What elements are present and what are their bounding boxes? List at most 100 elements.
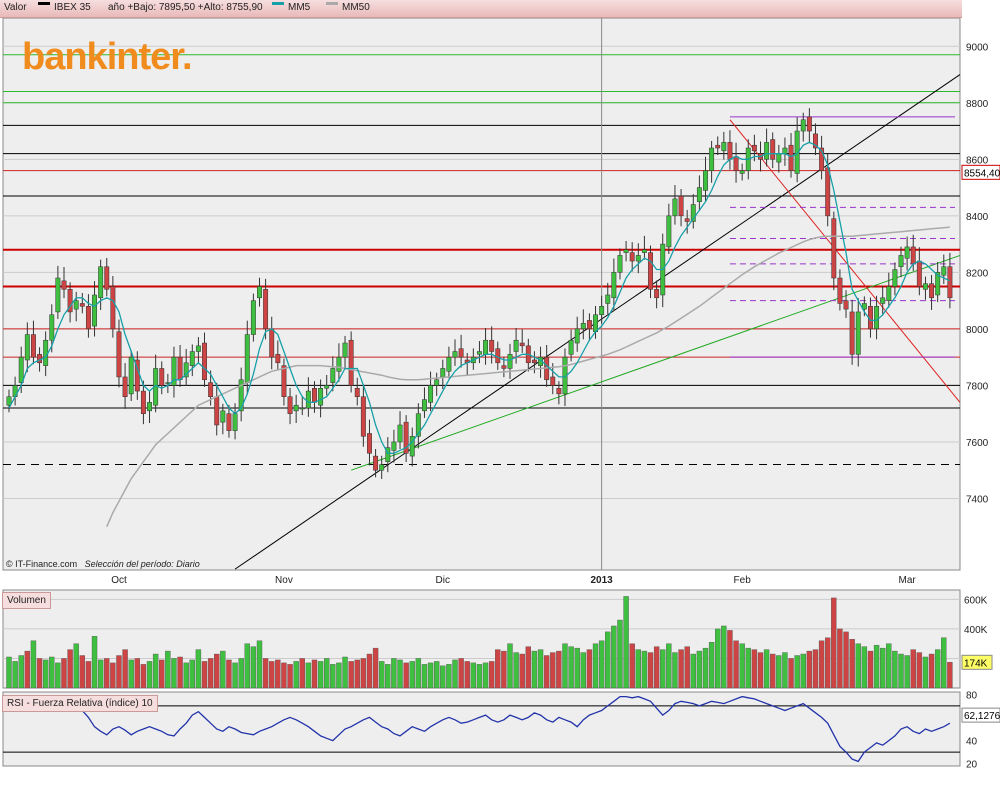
- rsi-tick-label: 20: [966, 760, 978, 771]
- volume-bar: [543, 655, 550, 689]
- volume-bar: [195, 649, 202, 689]
- volume-bar: [391, 658, 397, 689]
- candle-body: [892, 269, 898, 287]
- rsi-tick-label: 80: [966, 690, 978, 701]
- candle-body: [831, 218, 837, 279]
- candle-body: [67, 289, 73, 313]
- candle-body: [788, 144, 794, 171]
- candles-group: [6, 108, 953, 479]
- candle-body: [202, 342, 207, 381]
- volume-bar: [165, 650, 171, 689]
- ma5-line: [8, 141, 951, 454]
- candle-body: [79, 303, 85, 307]
- candle-body: [623, 249, 629, 253]
- candle-body: [440, 368, 446, 378]
- candle-body: [947, 266, 953, 299]
- candle-body: [189, 351, 195, 366]
- volume-bar: [171, 658, 177, 689]
- period-text: Selección del período: Diario: [84, 559, 200, 569]
- volume-bar: [592, 643, 599, 689]
- volume-bar: [898, 653, 904, 689]
- volume-bar: [293, 661, 299, 689]
- candle-body: [116, 331, 122, 378]
- volume-bar: [843, 631, 849, 689]
- bankinter-logo: bankinter.: [22, 36, 192, 78]
- candle-body: [568, 339, 574, 355]
- candle-body: [269, 328, 275, 358]
- volume-bar: [269, 661, 275, 689]
- candle-body: [305, 390, 311, 409]
- volume-bar: [336, 662, 342, 689]
- candle-body: [776, 153, 782, 163]
- candle-body: [177, 356, 183, 381]
- candle-body: [428, 385, 434, 403]
- candle-body: [92, 294, 97, 327]
- candle-body: [330, 368, 336, 383]
- candle-body: [923, 283, 928, 290]
- volume-bar: [855, 643, 861, 689]
- candle-body: [764, 142, 770, 160]
- candle-body: [617, 255, 623, 273]
- volume-bar: [214, 653, 220, 689]
- candle-body: [531, 359, 537, 364]
- chart-header: Valor IBEX 35 año +Bajo: 7895,50 +Alto: …: [0, 0, 962, 18]
- volume-bar: [495, 649, 501, 689]
- candle-body: [257, 286, 262, 299]
- candle-body: [886, 286, 892, 301]
- volume-bar: [550, 652, 556, 689]
- price-tick-label: 8000: [966, 325, 989, 336]
- x-tick-label: 2013: [591, 575, 614, 586]
- volume-bar: [873, 644, 880, 689]
- volume-bar: [837, 628, 843, 689]
- volume-bar: [916, 652, 923, 689]
- candle-body: [147, 402, 152, 412]
- volume-bar: [763, 649, 770, 689]
- volume-bar: [440, 665, 446, 689]
- candle-body: [483, 339, 489, 355]
- rsi-line: [8, 695, 951, 763]
- volume-bar: [556, 650, 562, 689]
- volume-bar: [189, 659, 195, 689]
- candle-body: [360, 396, 366, 437]
- volume-bar: [488, 661, 495, 689]
- candle-body: [385, 447, 391, 462]
- volume-bar: [317, 661, 324, 689]
- candle-body: [641, 249, 647, 253]
- candle-body: [238, 379, 244, 412]
- volume-bar: [818, 640, 825, 689]
- candle-body: [770, 139, 776, 160]
- volume-bar: [537, 649, 544, 689]
- candle-body: [935, 272, 941, 296]
- volume-bar: [861, 646, 868, 689]
- candle-body: [379, 464, 385, 471]
- volume-bar: [482, 662, 489, 689]
- ma5-label: MM5: [288, 2, 311, 13]
- volume-bar: [452, 659, 458, 689]
- volume-bar: [745, 647, 751, 689]
- volume-bar: [42, 659, 49, 689]
- volume-bar: [433, 661, 440, 689]
- volume-bar: [55, 662, 61, 689]
- candle-body: [49, 314, 55, 341]
- candle-body: [696, 187, 702, 202]
- volume-bar: [372, 647, 379, 689]
- candle-body: [287, 396, 293, 414]
- volume-bar: [562, 643, 568, 689]
- candle-body: [367, 433, 372, 454]
- candle-body: [586, 320, 592, 330]
- volume-bar: [605, 631, 611, 689]
- candle-body: [30, 334, 36, 358]
- volume-bar: [507, 643, 513, 689]
- candle-body: [507, 354, 513, 369]
- volume-bar: [140, 664, 147, 689]
- volume-bar: [922, 656, 929, 689]
- volume-bar: [360, 658, 367, 689]
- volume-bar: [690, 653, 696, 689]
- candle-body: [690, 204, 696, 222]
- volume-bar: [446, 664, 452, 689]
- candle-body: [55, 277, 61, 313]
- volume-bar: [886, 643, 892, 689]
- candle-body: [489, 339, 495, 352]
- candle-body: [605, 294, 611, 304]
